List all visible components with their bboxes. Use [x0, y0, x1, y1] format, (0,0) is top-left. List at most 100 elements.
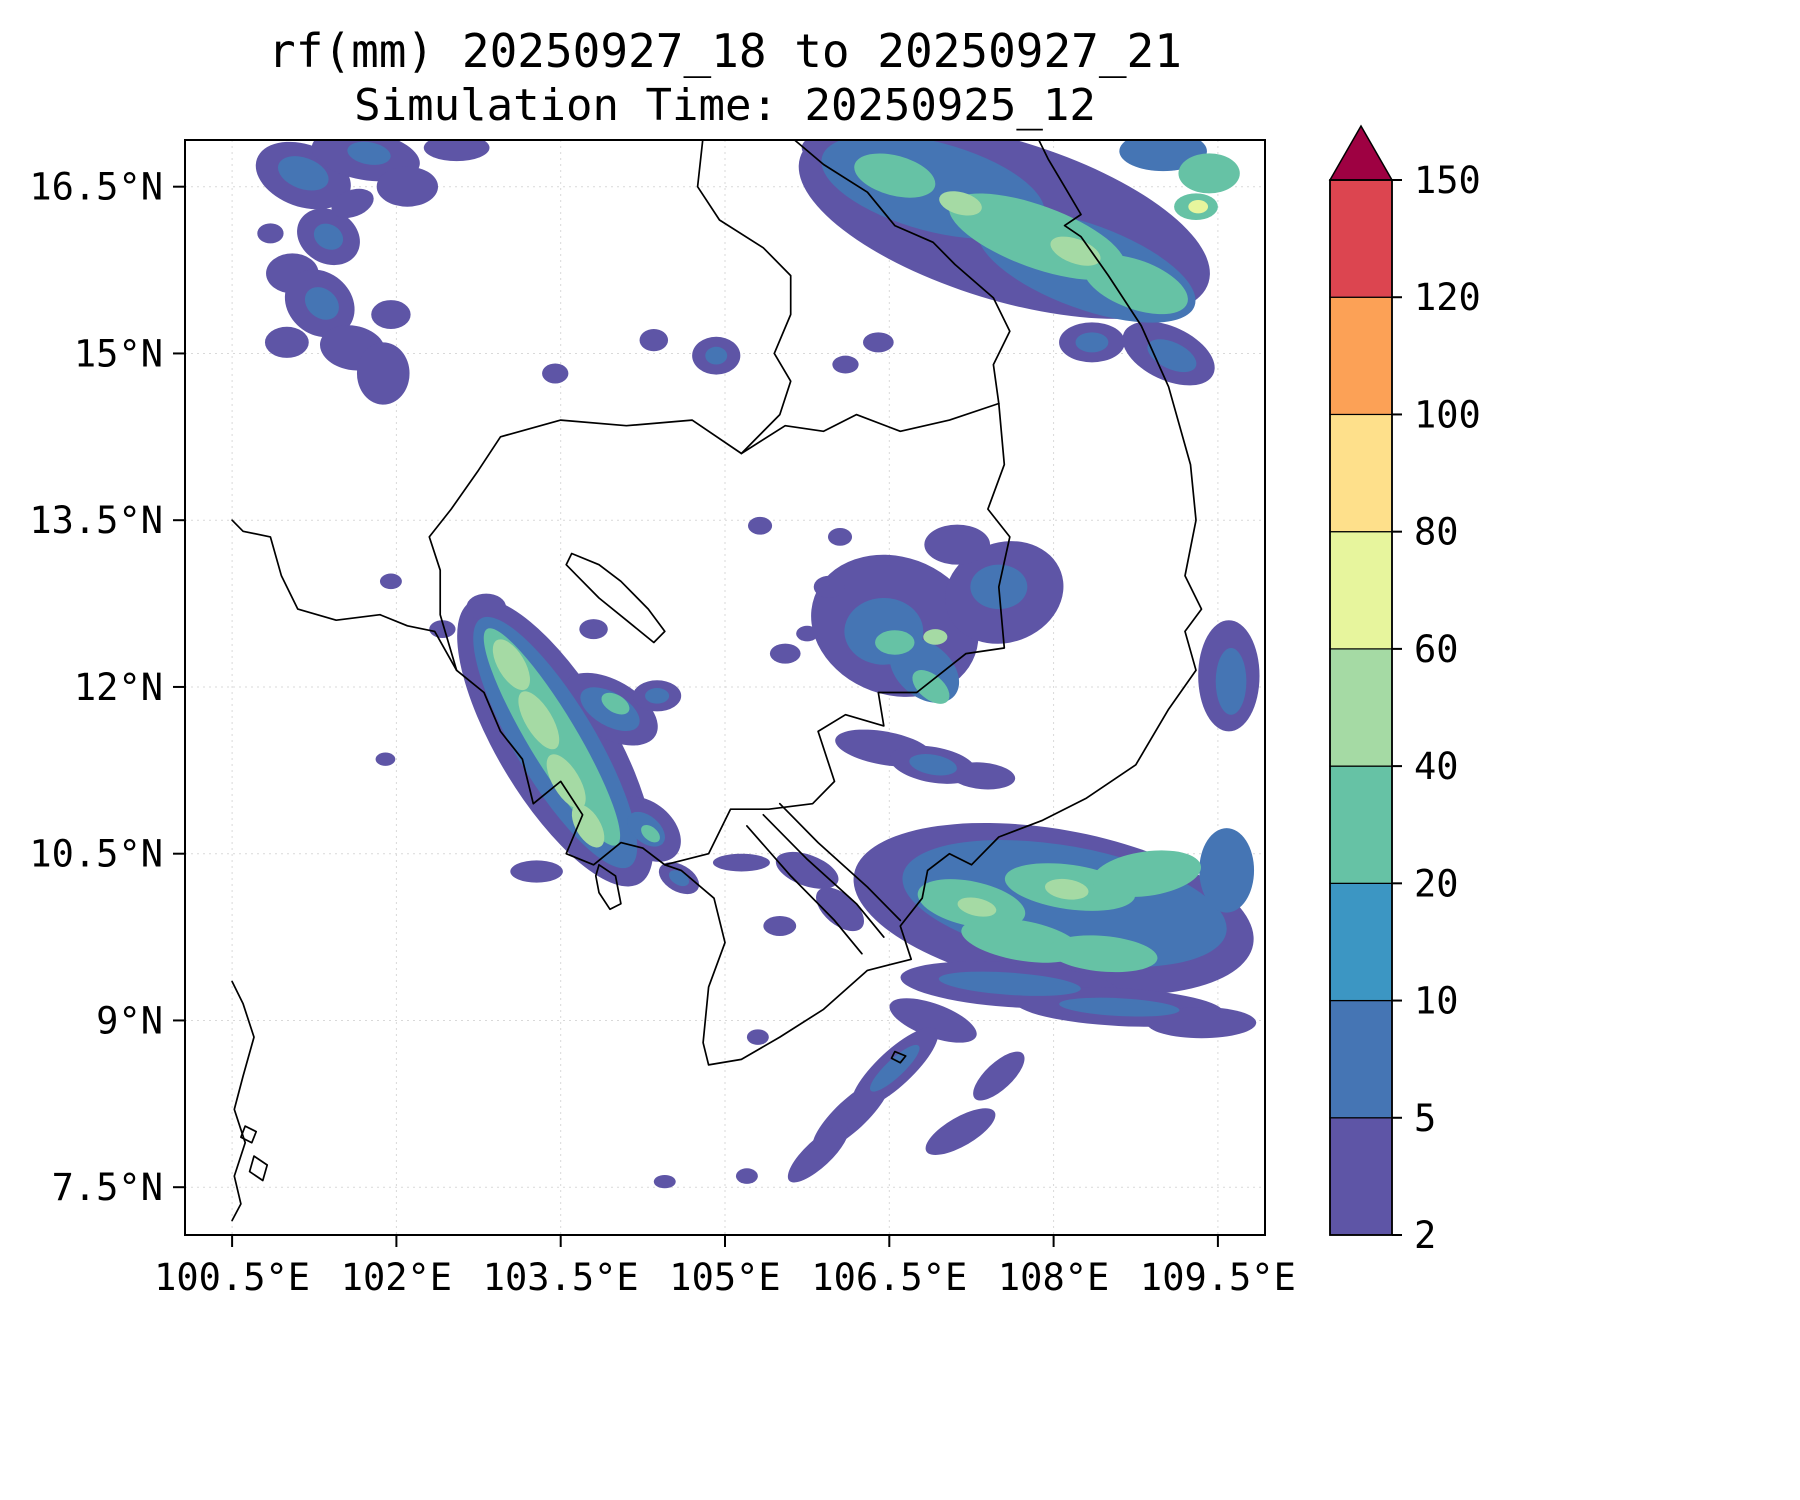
rain-cell: [949, 762, 1016, 790]
x-axis-tick-label: 105°E: [669, 1256, 780, 1299]
colorbar-tick-label: 120: [1414, 276, 1481, 319]
rain-cell: [376, 166, 439, 207]
rain-cell: [869, 1044, 920, 1092]
y-axis-tick-label: 12°N: [74, 666, 163, 709]
rain-cell: [889, 998, 977, 1043]
colorbar-segment: [1329, 882, 1393, 1002]
y-axis-tick-label: 9°N: [96, 999, 163, 1042]
rain-cell: [973, 1051, 1025, 1101]
colorbar-tick-label: 80: [1414, 511, 1459, 554]
thailand-laos-mekong-border: [696, 140, 792, 455]
colorbar: 2 5 10 20 40 60 80 100 120 150: [1328, 124, 1481, 1257]
rain-cell: [1050, 236, 1101, 266]
thailand-cambodia-laos-border: [428, 402, 1000, 672]
rain-cell: [875, 630, 915, 655]
rain-cell: [645, 688, 670, 704]
rain-cell: [466, 593, 506, 621]
x-axis-tick-label: 108°E: [998, 1256, 1109, 1299]
rain-cell: [746, 1029, 769, 1045]
rain-cell: [423, 140, 490, 162]
songkhla-lagoon-b: [240, 1125, 258, 1144]
colorbar-segment: [1329, 179, 1393, 298]
y-axis-tick-label: 7.5°N: [52, 1166, 163, 1209]
rain-cell: [775, 851, 839, 889]
colorbar-segment: [1329, 531, 1393, 650]
rain-cell: [313, 223, 344, 250]
rain-cell: [912, 670, 950, 704]
rain-cell: [1199, 828, 1255, 913]
figure-title: rf(mm) 20250927_18 to 20250927_21: [268, 24, 1182, 78]
rain-cell: [863, 332, 894, 353]
colorbar-tick-label: 40: [1414, 745, 1459, 788]
colorbar-tick-label: 20: [1414, 862, 1459, 905]
colorbar-over-arrow: [1328, 124, 1394, 181]
rain-cell: [264, 326, 309, 358]
rain-cell: [925, 1108, 996, 1155]
rain-cell: [924, 524, 991, 565]
rain-cell: [939, 191, 982, 216]
rain-cell: [712, 853, 770, 872]
axes: 100.5°E 102°E 103.5°E 105°E 106.5°E 108°E 109.…: [29, 166, 1296, 1299]
rain-cell: [379, 573, 402, 590]
rain-cell: [1048, 935, 1158, 973]
rain-cell: [923, 629, 948, 645]
rain-cell: [813, 575, 845, 599]
rain-cell: [1045, 878, 1089, 900]
rain-cell: [763, 915, 797, 936]
rain-cell: [375, 752, 396, 766]
rain-cell: [769, 643, 801, 664]
tonle-sap-lake: [565, 552, 666, 644]
rain-cell: [1092, 850, 1202, 898]
rain-cell: [601, 692, 630, 715]
rain-cell: [735, 1168, 758, 1184]
rain-cell: [371, 300, 411, 329]
rain-cell: [331, 188, 374, 218]
rain-cell: [854, 153, 936, 198]
colorbar-tick-label: 150: [1414, 159, 1481, 202]
y-axis-tick-label: 15°N: [74, 332, 163, 375]
x-axis-tick-label: 109.5°E: [1140, 1256, 1296, 1299]
colorbar-tick-label: 60: [1414, 628, 1459, 671]
rain-cell: [278, 156, 329, 191]
colorbar-segment: [1329, 765, 1393, 884]
boundary-layer: [231, 140, 1203, 1222]
rain-cell: [518, 691, 560, 750]
rain-cell: [1188, 200, 1209, 214]
rain-cell: [909, 754, 957, 776]
colorbar-segment: [1329, 413, 1393, 533]
rain-cell: [957, 897, 997, 917]
rain-cell: [510, 860, 563, 883]
colorbar-outline: [1329, 179, 1393, 1236]
colorbar-segment: [1329, 296, 1393, 416]
colorbar-segment: [1329, 648, 1393, 767]
rain-cell: [1147, 339, 1197, 373]
y-axis-tick-label: 16.5°N: [29, 166, 163, 209]
rain-cell: [542, 363, 569, 384]
rain-cell: [1215, 648, 1247, 715]
rainfall-layer: [255, 140, 1260, 1189]
thai-peninsula-coastline: [231, 980, 255, 1222]
x-axis-tick-label: 100.5°E: [154, 1256, 310, 1299]
rain-cell: [653, 1174, 676, 1189]
rain-cell: [938, 971, 1081, 996]
rain-cell: [1146, 1007, 1257, 1039]
vietnam-gulf-coastline: [231, 140, 1203, 1066]
mekong-channel-3: [746, 825, 863, 955]
rain-cell: [827, 527, 853, 546]
rain-cell: [641, 824, 660, 843]
rain-cell: [816, 887, 865, 932]
rain-cell: [304, 287, 339, 320]
songkhla-lagoon-a: [248, 1155, 269, 1182]
y-axis-tick-label: 10.5°N: [29, 833, 163, 876]
x-axis-tick-label: 102°E: [341, 1256, 452, 1299]
phu-quoc-island: [594, 863, 622, 911]
rain-cell: [705, 346, 728, 365]
rain-cell: [787, 1125, 849, 1183]
mekong-channel-2: [762, 813, 885, 938]
y-axis-tick-label: 13.5°N: [29, 499, 163, 542]
laos-vietnam-border: [793, 140, 1011, 405]
x-axis-tick-label: 103.5°E: [483, 1256, 639, 1299]
rain-cell: [1083, 254, 1188, 315]
